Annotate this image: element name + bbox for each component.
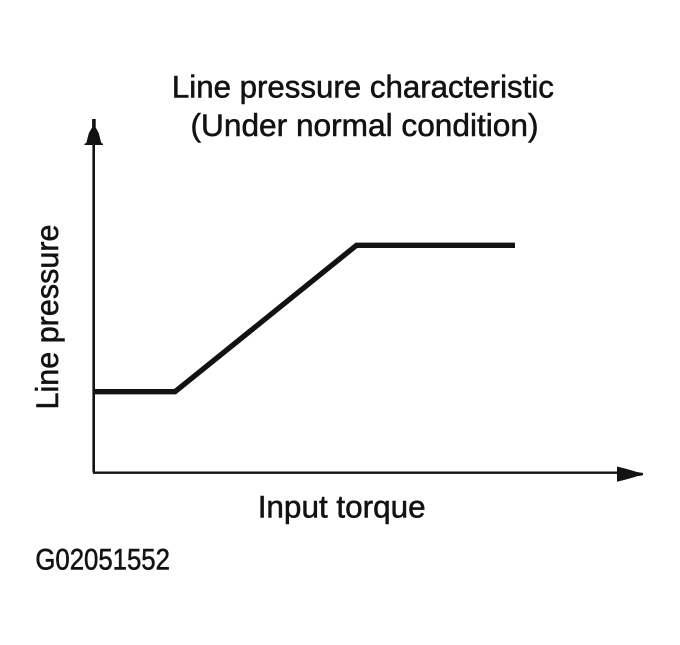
svg-text:Line pressure: Line pressure <box>29 225 65 410</box>
svg-text:Input torque: Input torque <box>258 488 426 524</box>
svg-text:G02051552: G02051552 <box>35 543 170 576</box>
svg-text:(Under normal condition): (Under normal condition) <box>191 107 539 143</box>
svg-text:Line pressure characteristic: Line pressure characteristic <box>172 69 554 105</box>
